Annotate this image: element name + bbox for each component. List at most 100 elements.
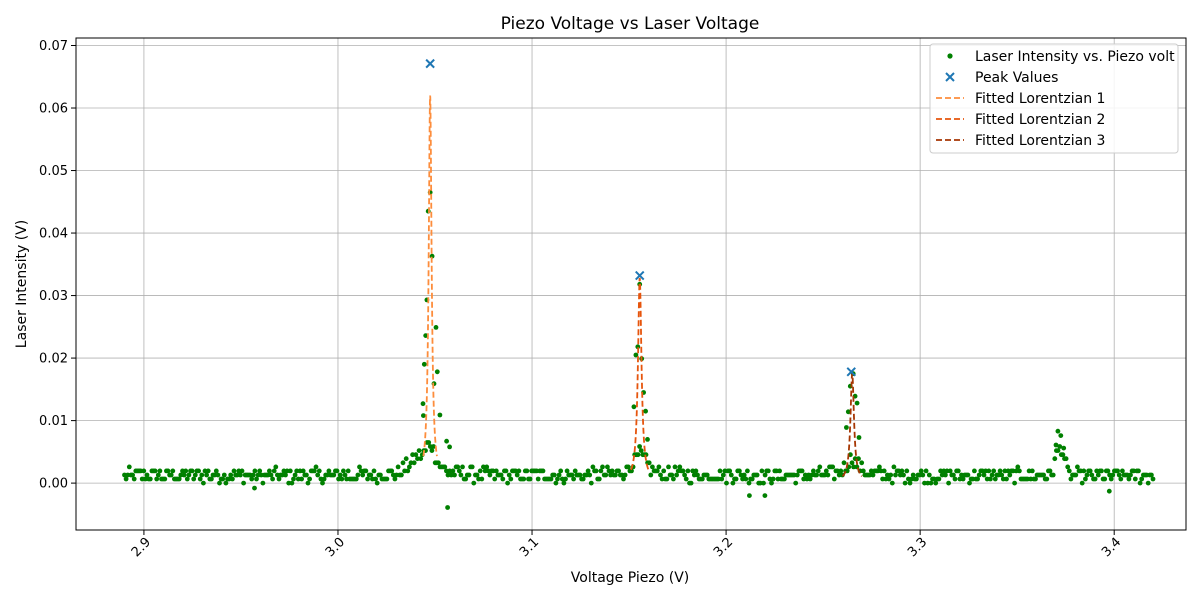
scatter-point <box>271 468 277 474</box>
scatter-point <box>936 476 942 482</box>
scatter-point <box>918 468 924 474</box>
scatter-point <box>671 476 676 482</box>
scatter-point <box>320 480 325 486</box>
scatter-point <box>1116 472 1122 478</box>
scatter-point <box>413 452 419 458</box>
scatter-point <box>535 476 541 482</box>
scatter-point <box>505 480 510 486</box>
scatter-point <box>450 468 456 474</box>
scatter-point <box>807 476 813 482</box>
scatter-point <box>252 485 257 491</box>
scatter-point <box>849 460 855 466</box>
scatter-point <box>728 472 734 478</box>
scatter-point <box>165 468 171 474</box>
scatter-point <box>841 460 847 466</box>
scatter-point <box>629 468 634 474</box>
scatter-point <box>305 480 311 486</box>
scatter-point <box>802 472 808 478</box>
scatter-point <box>215 472 221 478</box>
scatter-point <box>551 472 557 478</box>
scatter-point <box>596 476 602 482</box>
scatter-point <box>682 472 687 478</box>
scatter-point <box>730 480 736 486</box>
scatter-point <box>643 408 648 414</box>
scatter-point <box>762 493 768 498</box>
scatter-point <box>886 476 892 482</box>
scatter-point <box>315 472 321 478</box>
scatter-point <box>204 472 210 478</box>
scatter-point <box>521 476 527 482</box>
scatter-point <box>420 401 426 407</box>
scatter-point <box>609 468 615 474</box>
scatter-point <box>1118 476 1124 482</box>
scatter-point <box>1126 476 1132 482</box>
scatter-point <box>1065 464 1071 470</box>
scatter-point <box>466 472 472 478</box>
scatter-point <box>899 468 905 474</box>
scatter-point <box>300 468 306 474</box>
scatter-point <box>1060 452 1066 458</box>
scatter-point <box>125 472 131 478</box>
scatter-point <box>724 480 729 486</box>
scatter-point <box>141 468 147 474</box>
scatter-point <box>431 444 436 449</box>
scatter-point <box>749 476 755 482</box>
scatter-point <box>292 472 298 478</box>
scatter-point <box>1055 448 1061 453</box>
scatter-point <box>923 468 929 474</box>
scatter-point <box>672 464 678 470</box>
scatter-point <box>563 476 568 482</box>
scatter-point <box>719 476 725 482</box>
scatter-point <box>250 472 256 478</box>
scatter-point <box>1029 468 1035 474</box>
scatter-point <box>304 472 309 478</box>
scatter-point <box>283 472 288 478</box>
scatter-point <box>854 400 860 406</box>
scatter-point <box>907 480 913 486</box>
scatter-point <box>1120 468 1125 474</box>
scatter-point <box>1073 472 1079 478</box>
scatter-point <box>585 468 591 474</box>
scatter-point <box>1068 476 1074 482</box>
scatter-point <box>183 468 189 474</box>
scatter-point <box>572 468 578 474</box>
scatter-point <box>373 476 378 482</box>
scatter-point <box>745 468 750 474</box>
scatter-point <box>835 468 840 474</box>
y-tick-label: 0.03 <box>39 289 68 304</box>
scatter-point <box>241 480 247 486</box>
scatter-point <box>870 472 876 478</box>
legend-label: Fitted Lorentzian 3 <box>975 133 1105 149</box>
scatter-point <box>295 476 301 482</box>
scatter-point <box>986 468 992 474</box>
scatter-point <box>904 468 910 474</box>
scatter-point <box>814 472 819 478</box>
scatter-point <box>1079 480 1085 486</box>
scatter-point <box>1055 428 1061 434</box>
scatter-point <box>817 464 823 470</box>
scatter-point <box>184 476 190 482</box>
scatter-point <box>1092 476 1098 482</box>
scatter-point <box>885 472 890 478</box>
legend-label: Fitted Lorentzian 1 <box>975 91 1105 107</box>
y-tick-label: 0.06 <box>39 102 68 117</box>
scatter-point <box>157 468 163 474</box>
scatter-point <box>516 468 522 474</box>
y-axis-label: Laser Intensity (V) <box>14 220 30 348</box>
scatter-point <box>889 480 895 486</box>
scatter-point <box>1110 472 1116 478</box>
scatter-point <box>384 476 390 482</box>
scatter-point <box>399 472 404 478</box>
scatter-point <box>400 460 406 466</box>
scatter-point <box>1066 468 1072 474</box>
scatter-point <box>831 476 837 482</box>
scatter-point <box>622 472 628 478</box>
scatter-point <box>988 476 993 482</box>
scatter-point <box>220 476 226 482</box>
legend-label: Laser Intensity vs. Piezo volt <box>975 49 1175 65</box>
scatter-point <box>426 440 432 445</box>
scatter-point <box>648 472 654 478</box>
scatter-point <box>1081 468 1087 474</box>
scatter-point <box>481 464 486 470</box>
scatter-point <box>981 472 987 478</box>
